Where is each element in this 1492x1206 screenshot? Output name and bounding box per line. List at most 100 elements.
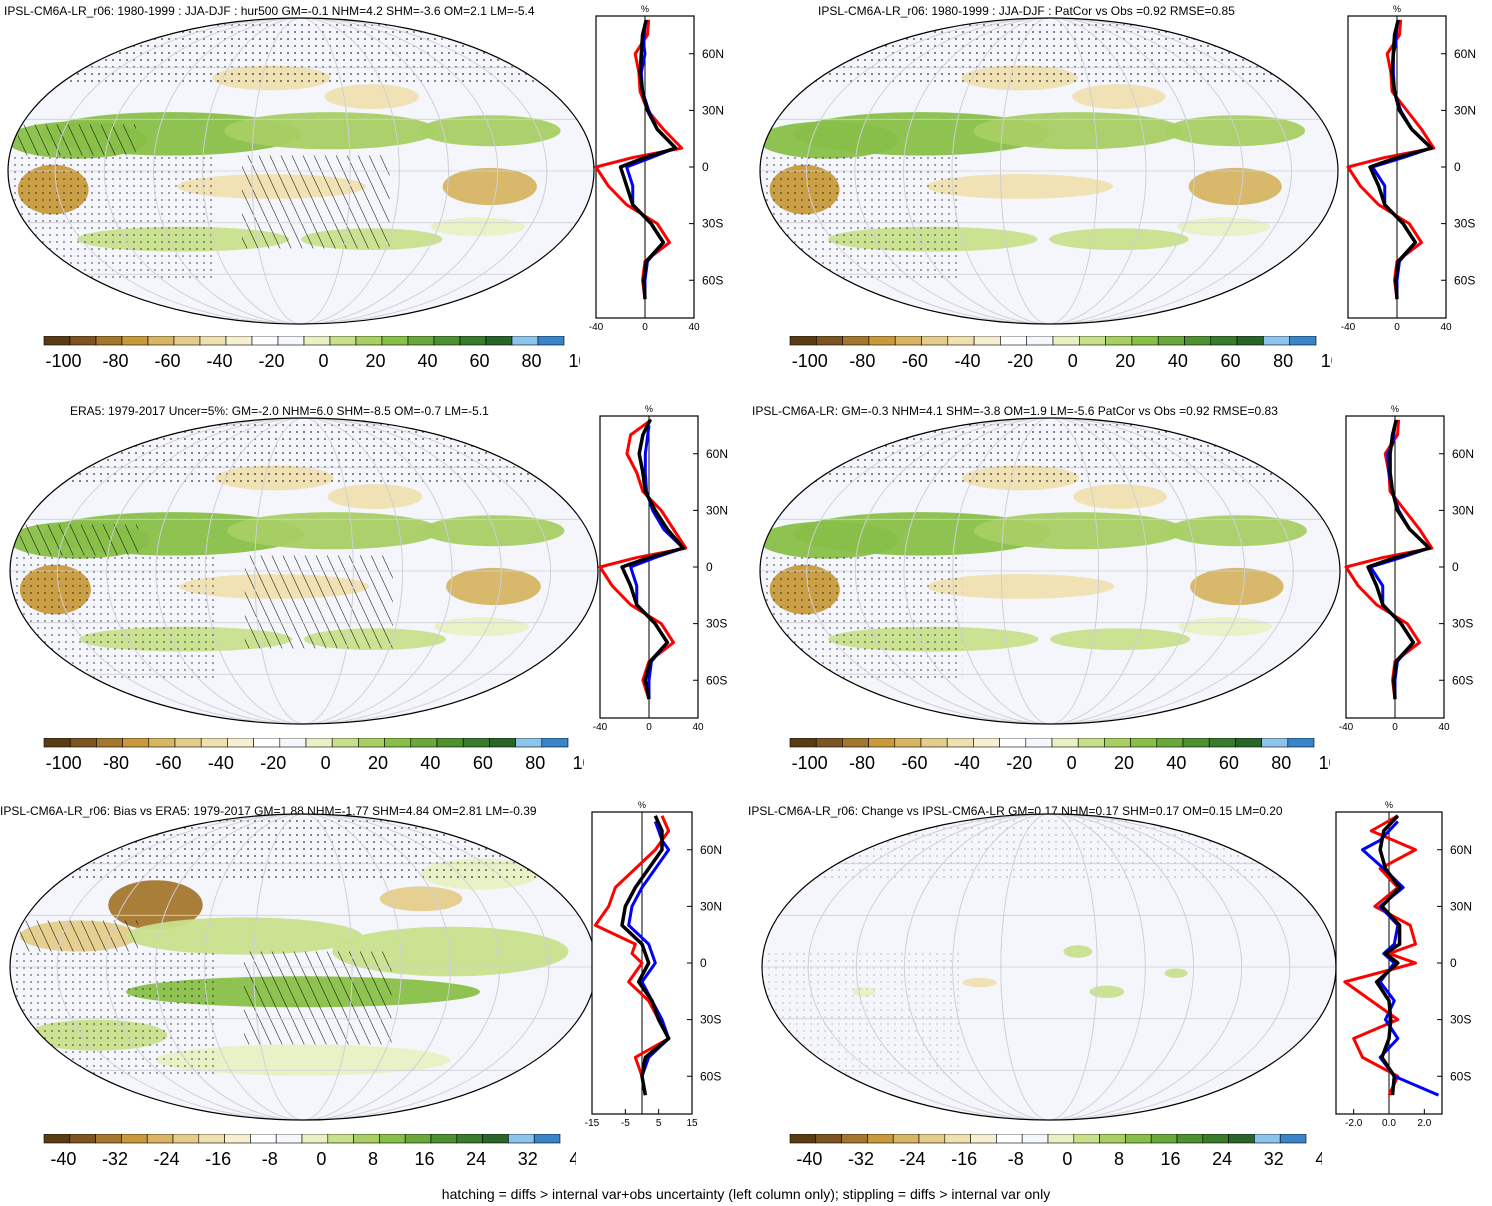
colorbar-box bbox=[279, 738, 307, 748]
colorbar-box bbox=[43, 738, 71, 748]
field-region bbox=[1166, 515, 1307, 547]
colorbar-box bbox=[1021, 1134, 1049, 1144]
profile-xtick-label: 15 bbox=[686, 1118, 698, 1129]
colorbar-tick-label: 0 bbox=[321, 753, 331, 773]
field-region bbox=[1178, 617, 1272, 637]
profile-xtick-label: 2.0 bbox=[1417, 1118, 1431, 1129]
colorbar-box bbox=[815, 336, 843, 346]
robinson-map bbox=[7, 17, 595, 325]
colorbar-tick-label: 100 bbox=[568, 351, 580, 371]
colorbar-box bbox=[1228, 1134, 1255, 1144]
colorbar-box bbox=[456, 1134, 483, 1144]
profile-xtick-label: 0 bbox=[1392, 722, 1398, 733]
panel-title: ERA5: 1979-2017 Uncer=5%: GM=-2.0 NHM=6.… bbox=[70, 404, 489, 418]
colorbar-box bbox=[95, 336, 123, 346]
profile-ytick-label: 60S bbox=[706, 673, 727, 687]
robinson-map bbox=[9, 417, 599, 725]
obs-profile-line bbox=[1346, 19, 1436, 300]
colorbar-box bbox=[379, 1134, 406, 1144]
colorbar-tick-label: -20 bbox=[1007, 351, 1033, 371]
colorbar-box bbox=[433, 336, 461, 346]
colorbar-box bbox=[1077, 738, 1105, 748]
colorbar-tick-label: 20 bbox=[1114, 753, 1134, 773]
colorbar-tick-label: 40 bbox=[569, 1149, 576, 1169]
field-region bbox=[1165, 115, 1306, 147]
colorbar-box bbox=[1130, 738, 1158, 748]
colorbar-tick-label: -16 bbox=[205, 1149, 231, 1169]
stippling bbox=[762, 814, 1336, 881]
stippling bbox=[8, 18, 594, 85]
colorbar-box bbox=[508, 1134, 535, 1144]
colorbar-box bbox=[1052, 336, 1080, 346]
profile-xtick-label: -5 bbox=[621, 1118, 630, 1129]
profile-ytick-label: 60S bbox=[1454, 273, 1475, 287]
colorbar-tick-label: 0 bbox=[1068, 351, 1078, 371]
colorbar-box bbox=[147, 336, 175, 346]
colorbar-box bbox=[947, 336, 975, 346]
field-region bbox=[927, 574, 1115, 599]
colorbar-box bbox=[305, 738, 333, 748]
colorbar-box bbox=[1208, 738, 1236, 748]
colorbar-tick-label: 100 bbox=[573, 753, 584, 773]
colorbar-box bbox=[1263, 336, 1290, 346]
profile-ytick-label: 30N bbox=[1450, 899, 1472, 913]
colorbar-box bbox=[224, 1134, 251, 1144]
colorbar-box bbox=[842, 336, 870, 346]
colorbar-tick-label: 32 bbox=[1264, 1149, 1284, 1169]
colorbar-box bbox=[1000, 336, 1027, 346]
colorbar-box bbox=[69, 738, 97, 748]
profile-ytick-label: 30N bbox=[702, 103, 724, 117]
profile-xtick-label: 0 bbox=[642, 322, 648, 333]
colorbar-box bbox=[95, 1134, 122, 1144]
colorbar-box bbox=[789, 1134, 817, 1144]
colorbar: -100 -80 -60 -40 -20 0 20 40 60 80 100 bbox=[789, 738, 1330, 773]
colorbar-box bbox=[331, 738, 359, 748]
colorbar-tick-label: 80 bbox=[1273, 351, 1293, 371]
field-region bbox=[224, 112, 437, 150]
colorbar-box bbox=[146, 1134, 174, 1144]
profile-ytick-label: 0 bbox=[1454, 160, 1461, 174]
profile-ytick-label: 30S bbox=[1450, 1013, 1471, 1027]
colorbar-box bbox=[815, 738, 843, 748]
colorbar-box bbox=[1184, 336, 1212, 346]
profile-ytick-label: 0 bbox=[702, 160, 709, 174]
colorbar-tick-label: 100 bbox=[1319, 753, 1330, 773]
panel-title: IPSL-CM6A-LR_r06: Bias vs ERA5: 1979-201… bbox=[0, 804, 537, 818]
colorbar-box bbox=[996, 1134, 1023, 1144]
field-region bbox=[760, 121, 898, 159]
colorbar-box bbox=[225, 336, 253, 346]
field-region bbox=[434, 617, 529, 637]
colorbar-box bbox=[69, 336, 97, 346]
stippling bbox=[760, 18, 1338, 85]
field-region bbox=[760, 521, 899, 559]
field-region bbox=[973, 112, 1183, 150]
map-frame bbox=[759, 17, 1339, 325]
profile-unit: % bbox=[638, 800, 646, 810]
colorbar-tick-label: -60 bbox=[902, 351, 928, 371]
colorbar-box bbox=[920, 738, 948, 748]
colorbar-box bbox=[1176, 1134, 1204, 1144]
colorbar-box bbox=[327, 1134, 354, 1144]
profile-ytick-label: 0 bbox=[706, 560, 713, 574]
profile-ytick-label: 60N bbox=[706, 447, 728, 461]
profile-ytick-label: 0 bbox=[1450, 956, 1457, 970]
colorbar-box bbox=[43, 336, 71, 346]
colorbar-box bbox=[1157, 336, 1185, 346]
zonal-mean-profile: % 60N 30N 0 30S 60S -2.0 0.0 2.0 bbox=[1335, 800, 1472, 1129]
obs-profile-line bbox=[593, 815, 671, 1096]
robinson-map bbox=[761, 813, 1337, 1121]
colorbar-tick-label: 8 bbox=[368, 1149, 378, 1169]
profile-ytick-label: 60N bbox=[700, 843, 722, 857]
stippling bbox=[760, 418, 1340, 485]
colorbar-box bbox=[1235, 738, 1262, 748]
mean-profile-line bbox=[620, 419, 686, 700]
colorbar-tick-label: -40 bbox=[206, 351, 232, 371]
profile-ytick-label: 60N bbox=[1452, 447, 1474, 461]
field-region bbox=[442, 167, 537, 206]
field-region bbox=[446, 567, 541, 606]
colorbar-box bbox=[303, 336, 331, 346]
colorbar-box bbox=[1279, 1134, 1307, 1144]
colorbar-box bbox=[1156, 738, 1184, 748]
colorbar-box bbox=[69, 1134, 96, 1144]
colorbar-box bbox=[462, 738, 490, 748]
